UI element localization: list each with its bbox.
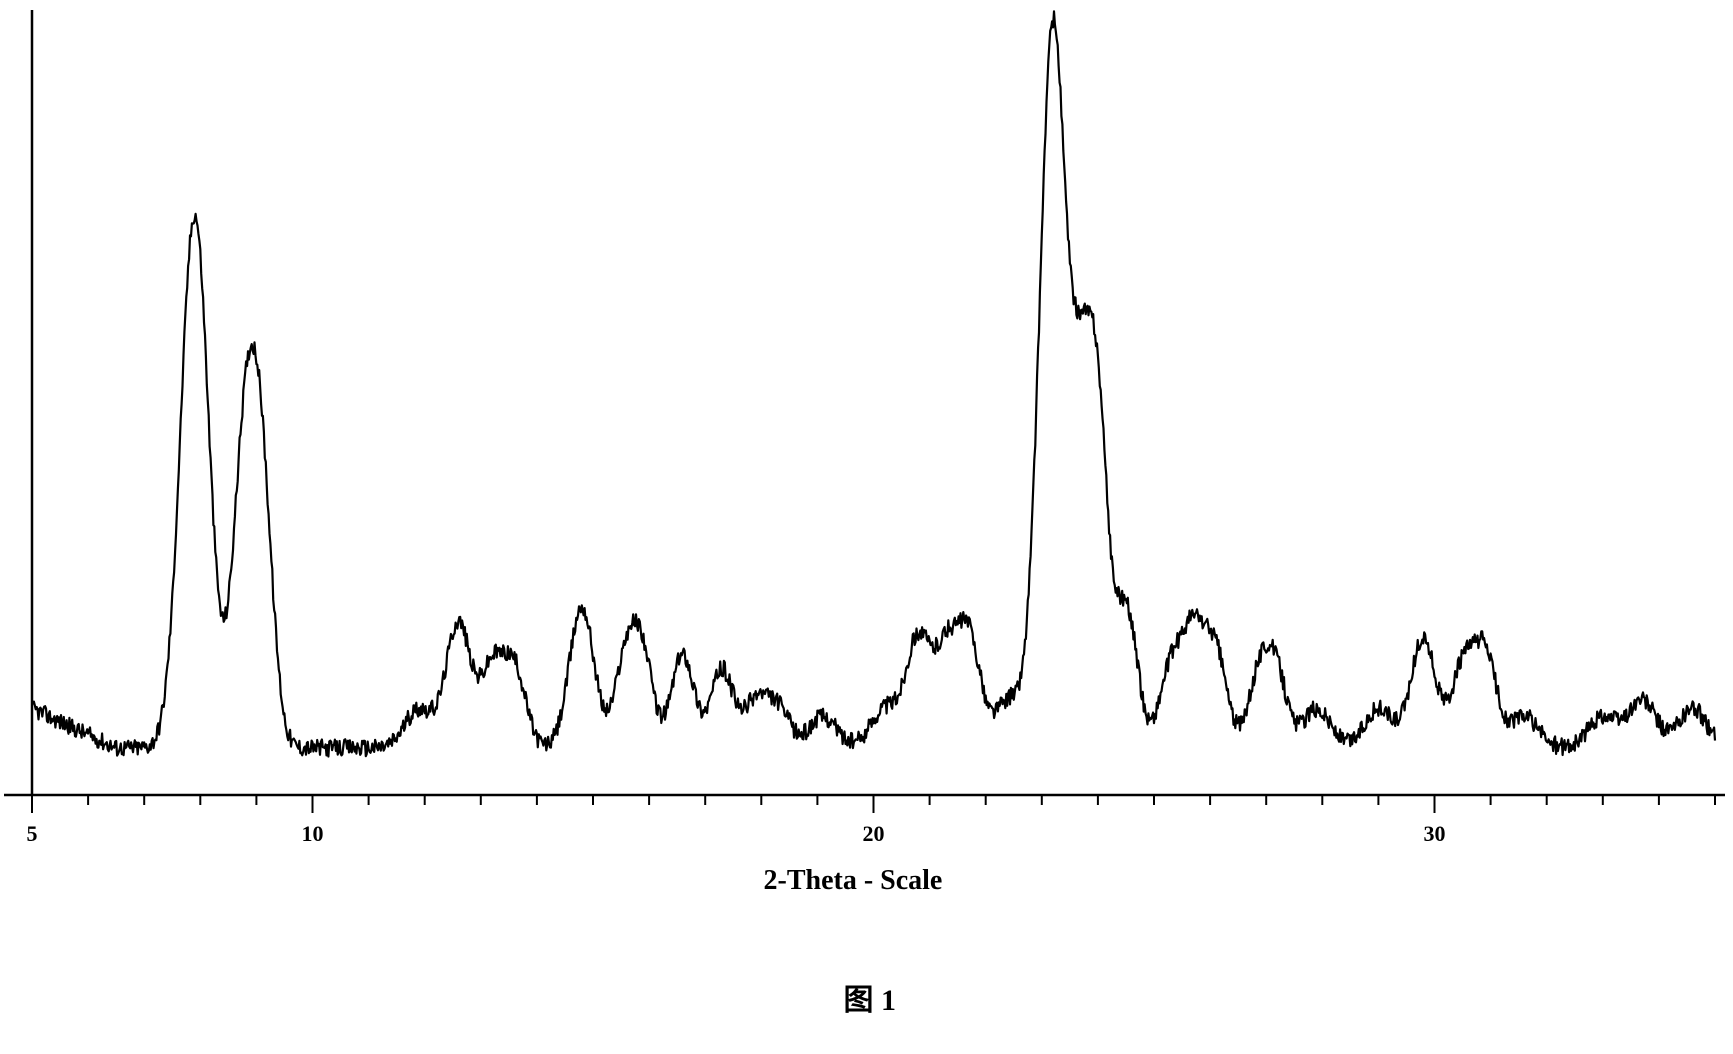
figure-caption: 图 1 bbox=[844, 975, 897, 1019]
svg-text:5: 5 bbox=[27, 821, 38, 846]
x-axis-label: 2-Theta - Scale bbox=[764, 865, 943, 897]
svg-text:20: 20 bbox=[863, 821, 885, 846]
xrd-chart: 5 10 20 30 2-Theta - Scale 图 1 bbox=[0, 0, 1733, 1054]
svg-text:10: 10 bbox=[302, 821, 324, 846]
svg-text:30: 30 bbox=[1424, 821, 1446, 846]
